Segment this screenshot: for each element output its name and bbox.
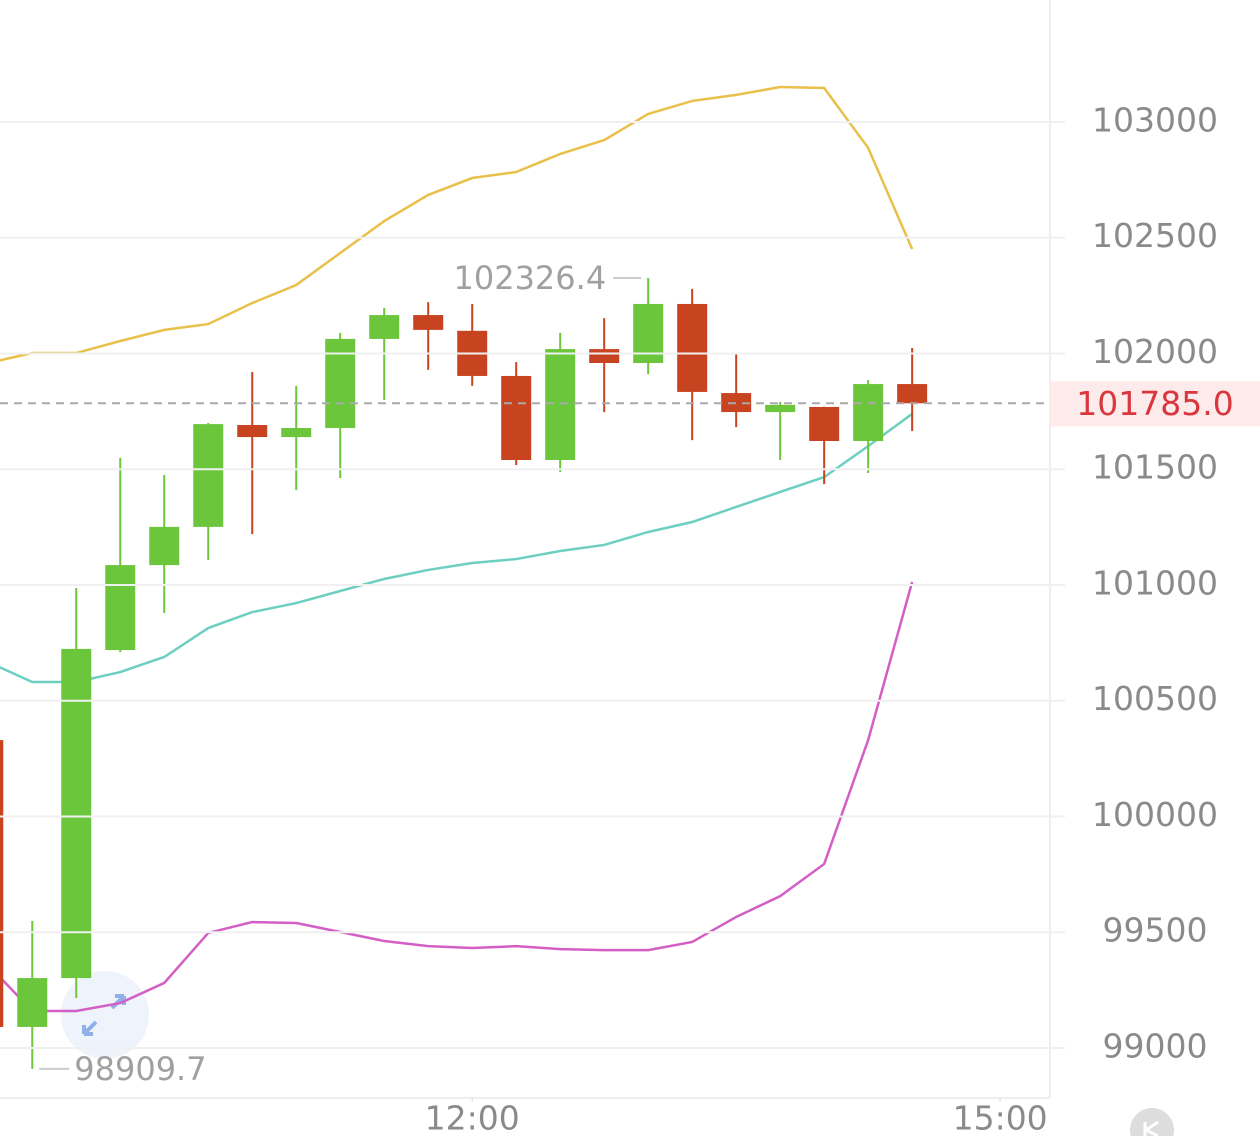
candle-body xyxy=(17,978,48,1027)
band-line xyxy=(0,412,913,684)
expand-button[interactable] xyxy=(61,971,149,1059)
candle-body xyxy=(369,315,400,339)
max-label: 102326.4 xyxy=(453,259,606,297)
plot-area xyxy=(0,85,928,1069)
y-tick-label: 100000 xyxy=(1092,795,1218,834)
candle-body xyxy=(545,349,576,460)
min-label: 98909.7 xyxy=(74,1050,206,1088)
x-tick-label: 15:00 xyxy=(953,1099,1048,1136)
candle-body xyxy=(325,338,356,429)
candle-body xyxy=(765,404,796,413)
candle-body xyxy=(853,384,884,442)
x-tick-label: 12:00 xyxy=(425,1099,520,1136)
band-line xyxy=(0,85,914,362)
candle-body xyxy=(501,375,532,460)
y-tick-label: 99000 xyxy=(1103,1026,1208,1065)
candle-body xyxy=(149,526,180,566)
candle-body xyxy=(237,425,268,438)
k-icon[interactable] xyxy=(1143,1120,1159,1136)
band-line xyxy=(0,581,914,1013)
y-tick-label: 101000 xyxy=(1092,563,1218,602)
candle-body xyxy=(589,349,620,363)
candle-body xyxy=(721,393,752,413)
k-button[interactable] xyxy=(1130,1108,1174,1136)
last-price-label: 101785.0 xyxy=(1076,384,1233,423)
candle-body xyxy=(193,424,224,527)
y-tick-label: 102000 xyxy=(1092,332,1218,371)
expand-circle[interactable] xyxy=(61,971,149,1059)
y-tick-label: 102500 xyxy=(1092,216,1218,255)
candle-body xyxy=(897,384,928,404)
candle-body xyxy=(0,740,4,1027)
candle-body xyxy=(105,565,136,651)
candle-body xyxy=(809,406,840,442)
y-tick-label: 103000 xyxy=(1092,101,1218,140)
candle-body xyxy=(677,303,708,392)
candle-body xyxy=(61,648,92,979)
candle-body xyxy=(281,428,312,438)
candle-body xyxy=(413,315,444,330)
expand-icon[interactable] xyxy=(82,994,126,1036)
y-tick-label: 101500 xyxy=(1092,448,1218,487)
k-circle[interactable] xyxy=(1130,1108,1174,1136)
y-tick-label: 99500 xyxy=(1103,911,1208,950)
last-price-box xyxy=(1050,381,1260,427)
y-tick-label: 100500 xyxy=(1092,679,1218,718)
